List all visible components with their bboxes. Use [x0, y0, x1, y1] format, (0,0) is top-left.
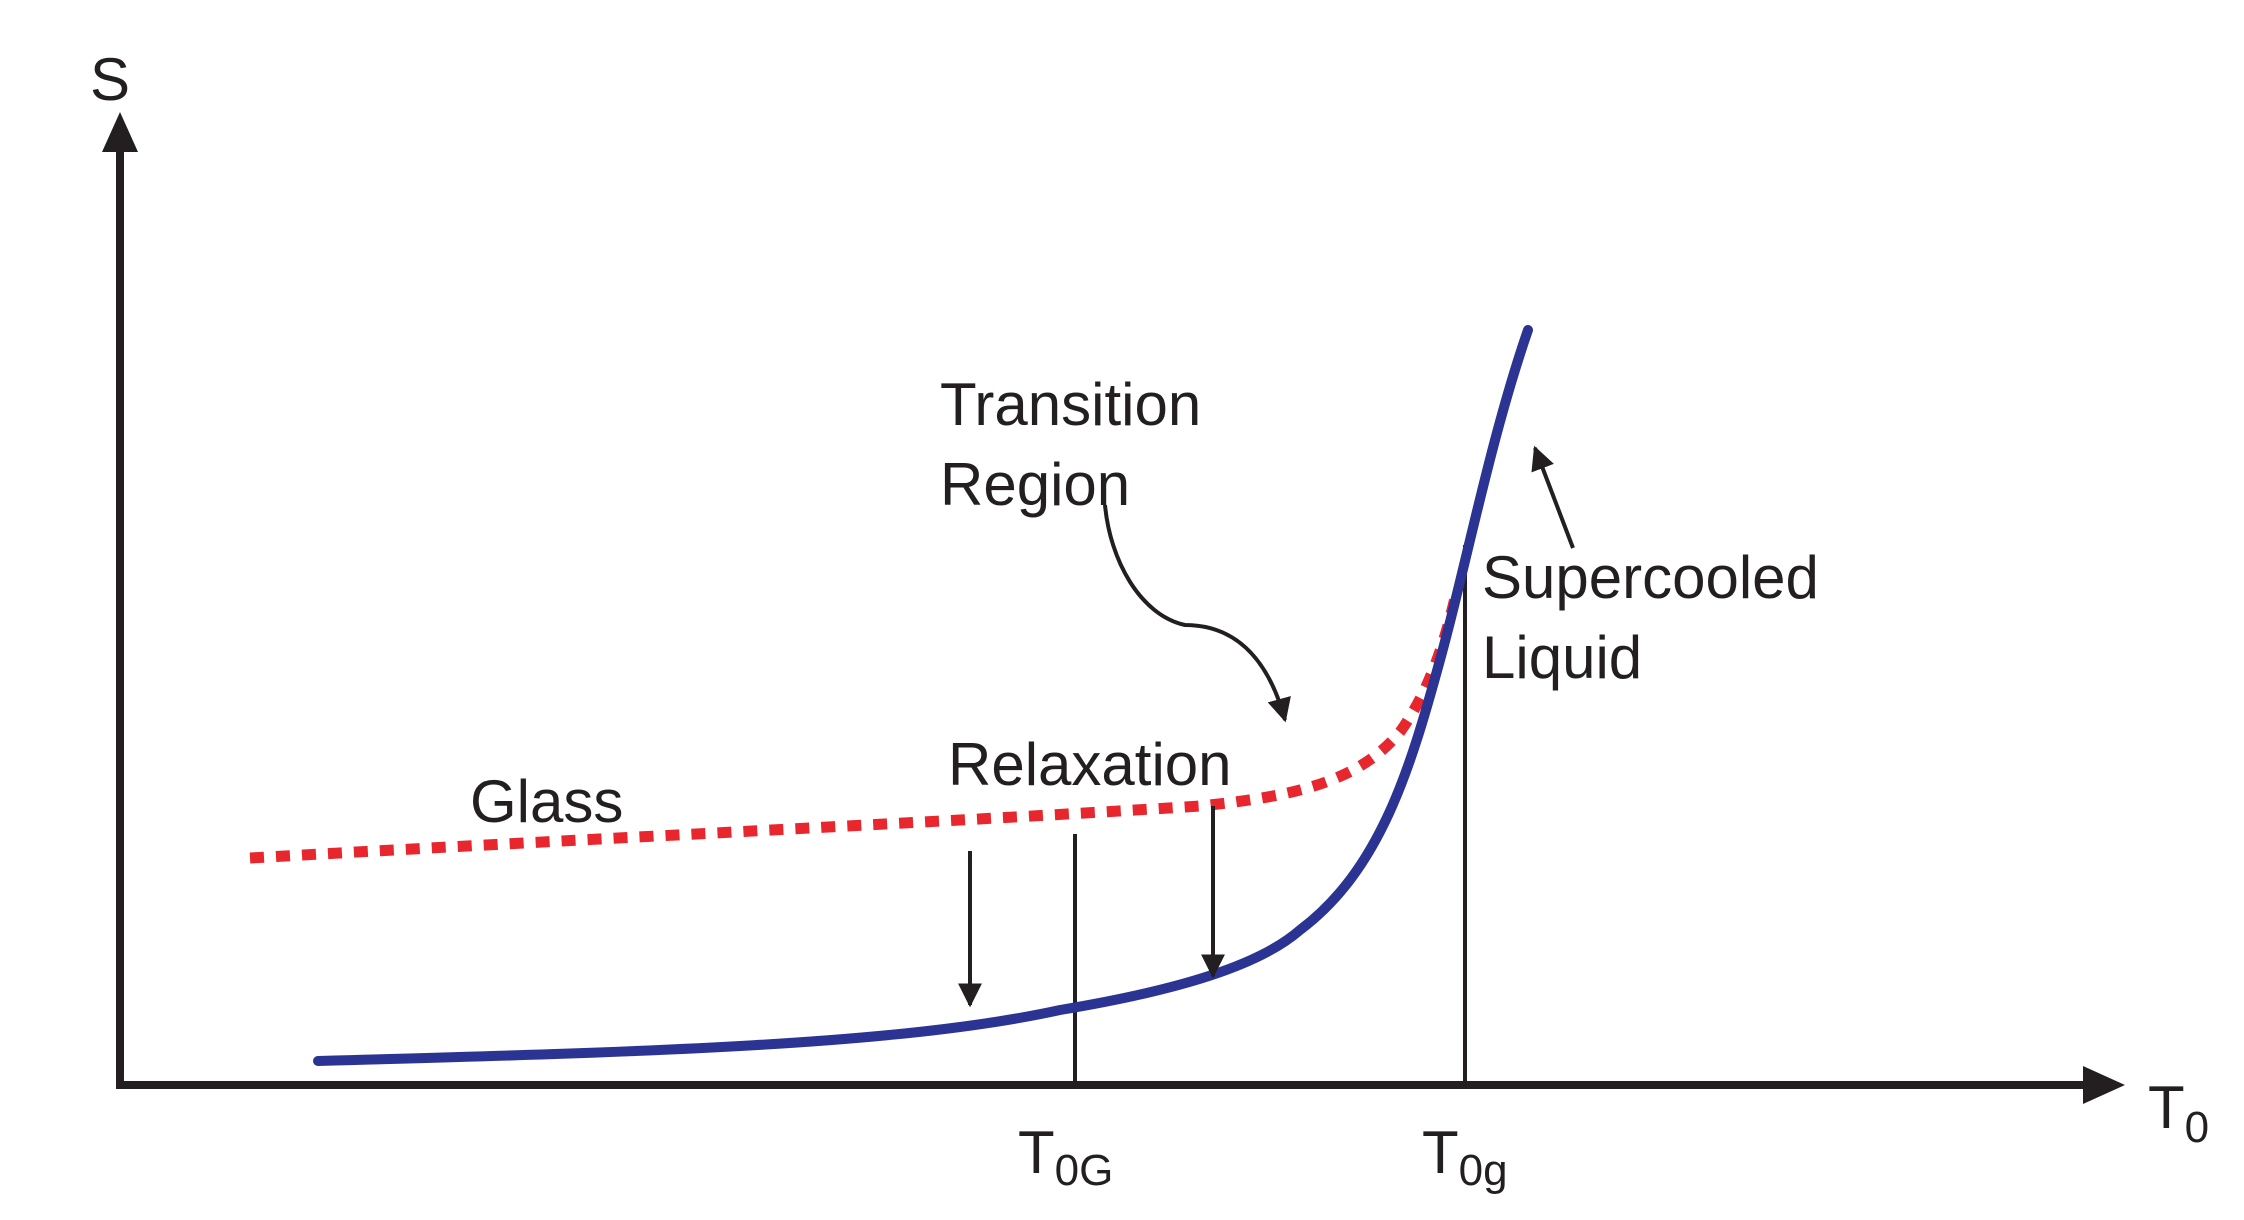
transition-region-label-line2: Region — [940, 451, 1130, 518]
supercooled-liquid-curve — [313, 325, 1533, 1066]
supercooled-liquid-pointer — [1531, 445, 1575, 549]
t0g-label-main: T — [1422, 1119, 1459, 1186]
t0G-label-main: T — [1018, 1119, 1055, 1186]
x-axis-arrow-icon — [2083, 1066, 2125, 1104]
y-axis-label: S — [90, 46, 130, 113]
t0G-label-sub: 0G — [1055, 1146, 1114, 1195]
glass-curve — [249, 596, 1461, 864]
supercooled-liquid-label-line1: Supercooled — [1482, 544, 1819, 611]
x-axis-label: T0 — [2148, 1074, 2209, 1152]
t0g-label: T0g — [1422, 1119, 1508, 1195]
supercooled-liquid-label-line2: Liquid — [1482, 624, 1642, 691]
x-axis-label-main: T — [2148, 1074, 2185, 1141]
relaxation-label: Relaxation — [948, 731, 1232, 798]
glass-label: Glass — [470, 768, 623, 835]
t0G-label: T0G — [1018, 1119, 1113, 1195]
transition-region-pointer — [1103, 504, 1291, 723]
transition-region-label-line1: Transition — [940, 371, 1201, 438]
x-axis-label-sub: 0 — [2185, 1103, 2209, 1152]
y-axis-arrow-icon — [102, 112, 138, 152]
t0g-label-sub: 0g — [1459, 1146, 1508, 1195]
